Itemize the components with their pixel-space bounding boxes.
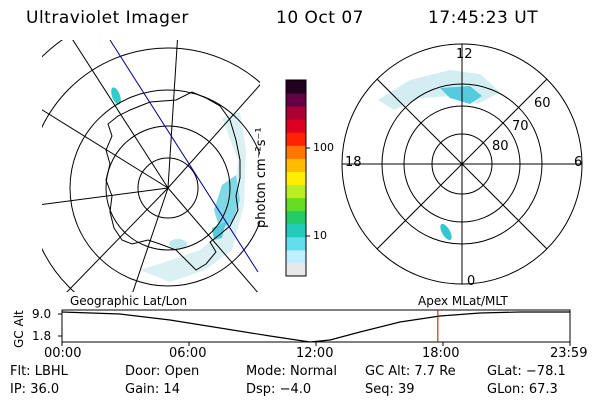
colorbar-segment [286,158,306,172]
colorbar-tick-100: 100 [313,141,334,154]
door-status: Door: Open [125,365,199,379]
observation-date: 10 Oct 07 [276,8,364,28]
ip-value: 36.0 [30,382,60,397]
lat-circles [42,40,260,292]
mlt-label-12: 12 [456,47,473,62]
colorbar-segment [286,93,306,107]
colorbar-unit-label: photon cm⁻²s⁻¹ [254,127,269,228]
colorbar-segment [286,223,306,238]
gc-alt-value: 7.7 Re [414,364,456,379]
gc-alt-status: GC Alt: 7.7 Re [365,365,456,379]
mlat-label-80: 80 [492,139,509,154]
colorbar-segment [286,249,306,264]
altitude-xtick-0000: 00:00 [44,346,82,361]
colorbar-segment [286,236,306,251]
altitude-curve [61,311,570,343]
mlat-mlt-plot [341,43,583,285]
colorbar-segment [286,106,306,120]
geographic-map [42,40,260,292]
gain-status: Gain: 14 [125,383,180,397]
glon-status: GLon: 67.3 [487,383,558,397]
geographic-projection-label: Geographic Lat/Lon [70,294,188,308]
glat-status: GLat: −78.1 [487,365,566,379]
meridians [42,40,260,292]
mode-status: Mode: Normal [246,365,337,379]
filter-value: LBHL [34,364,68,379]
observation-time: 17:45:23 UT [428,8,539,28]
seq-value: 39 [398,382,415,397]
apex-projection-label: Apex MLat/MLT [418,294,508,308]
altitude-axis-label: GC Alt [12,310,26,348]
glon-value: 67.3 [528,382,558,397]
ip-status: IP: 36.0 [10,383,59,397]
mlat-label-70: 70 [512,119,529,134]
altitude-xtick-1200: 12:00 [296,346,334,361]
mode-label: Mode: [246,364,286,379]
instrument-title: Ultraviolet Imager [26,8,189,28]
mode-value: Normal [289,364,337,379]
colorbar-segment [286,184,306,199]
colorbar-segment [286,80,306,94]
door-value: Open [164,364,200,379]
filter-label: Flt: [10,364,31,379]
seq-status: Seq: 39 [365,383,415,397]
glon-label: GLon: [487,382,525,397]
mlt-label-6: 6 [574,155,583,170]
colorbar-segment [286,210,306,225]
colorbar-segment [286,197,306,212]
altitude-xtick-2359: 23:59 [550,346,588,361]
colorbar-segment [286,262,306,277]
mlt-label-0: 0 [467,274,476,289]
colorbar-segment [286,145,306,159]
dsp-status: Dsp: −4.0 [246,383,311,397]
colorbar-tick-10: 10 [313,229,327,242]
mlat-label-60: 60 [534,96,551,111]
glat-label: GLat: [487,364,522,379]
door-label: Door: [125,364,161,379]
altitude-ytick-1-8: 1.8 [32,329,52,343]
altitude-xtick-0600: 06:00 [169,346,207,361]
altitude-strip [58,309,571,346]
altitude-xtick-1800: 18:00 [422,346,460,361]
gain-label: Gain: [125,382,160,397]
gc-alt-label: GC Alt: [365,364,411,379]
glat-value: −78.1 [525,364,566,379]
colorbar-segment [286,119,306,133]
auroral-oval-right [378,70,500,110]
altitude-ytick-9: 9.0 [32,307,52,321]
dsp-label: Dsp: [246,382,276,397]
ip-label: IP: [10,382,27,397]
colorbar-segment [286,132,306,146]
seq-label: Seq: [365,382,394,397]
auroral-emission-left [111,87,246,282]
mlt-label-18: 18 [345,155,362,170]
gain-value: 14 [163,382,180,397]
colorbar-segment [286,171,306,186]
dsp-value: −4.0 [279,382,312,397]
filter-status: Flt: LBHL [10,365,68,379]
colorbar [285,79,310,277]
